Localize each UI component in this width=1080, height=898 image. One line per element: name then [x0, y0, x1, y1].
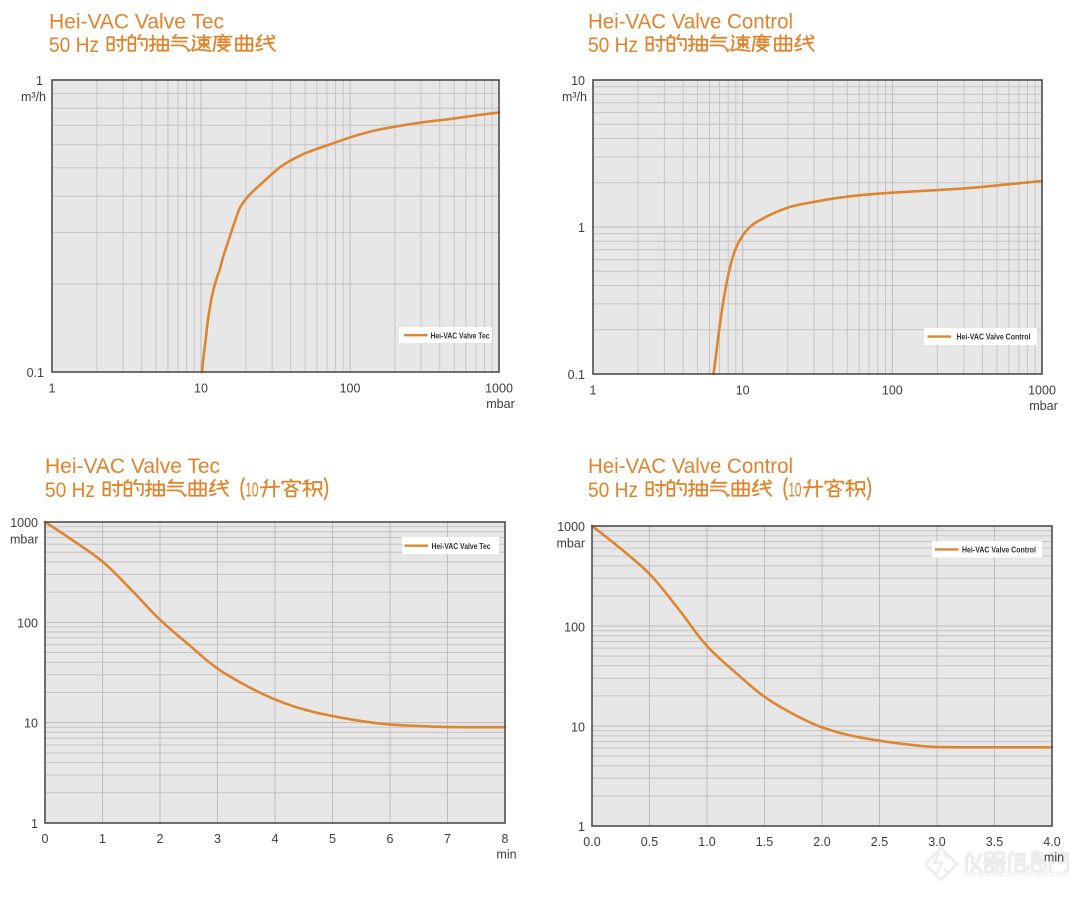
- svg-text:1000: 1000: [485, 382, 513, 396]
- svg-text:1000: 1000: [1028, 384, 1056, 398]
- svg-text:www.instrument.com.cn: www.instrument.com.cn: [962, 869, 1067, 880]
- svg-text:Hei-VAC Valve Tec: Hei-VAC Valve Tec: [432, 541, 491, 551]
- svg-text:1: 1: [578, 221, 585, 235]
- svg-text:1: 1: [36, 74, 43, 88]
- svg-text:Hei-VAC Valve Control: Hei-VAC Valve Control: [588, 455, 793, 478]
- svg-text:mbar: mbar: [557, 537, 585, 551]
- svg-text:2: 2: [157, 832, 164, 846]
- svg-text:0.1: 0.1: [27, 366, 44, 380]
- svg-text:50 Hz: 50 Hz: [45, 479, 95, 502]
- svg-text:50 Hz: 50 Hz: [49, 34, 99, 57]
- svg-text:8: 8: [502, 832, 509, 846]
- svg-text:1000: 1000: [557, 520, 585, 534]
- svg-text:10: 10: [24, 717, 38, 731]
- svg-text:50 Hz: 50 Hz: [588, 479, 638, 502]
- svg-text:3: 3: [214, 832, 221, 846]
- svg-text:1: 1: [578, 820, 585, 834]
- svg-text:10: 10: [736, 384, 750, 398]
- svg-text:mbar: mbar: [1029, 399, 1057, 413]
- svg-text:Hei-VAC Valve Control: Hei-VAC Valve Control: [962, 545, 1036, 555]
- svg-text:1: 1: [49, 382, 56, 396]
- svg-text:100: 100: [564, 620, 585, 634]
- svg-text:Hei-VAC Valve Control: Hei-VAC Valve Control: [588, 11, 793, 34]
- svg-text:6: 6: [387, 832, 394, 846]
- svg-text:2.0: 2.0: [813, 835, 830, 849]
- svg-text:50 Hz: 50 Hz: [588, 34, 638, 57]
- svg-text:100: 100: [340, 382, 361, 396]
- svg-text:1.5: 1.5: [756, 835, 773, 849]
- svg-text:0.1: 0.1: [568, 368, 585, 382]
- svg-text:10: 10: [788, 480, 801, 502]
- svg-text:m³/h: m³/h: [21, 90, 46, 104]
- svg-text:0: 0: [42, 832, 49, 846]
- svg-text:10: 10: [194, 382, 208, 396]
- svg-text:Hei-VAC Valve Tec: Hei-VAC Valve Tec: [45, 455, 220, 478]
- svg-text:min: min: [1044, 851, 1064, 865]
- svg-text:1.0: 1.0: [698, 835, 715, 849]
- svg-text:Hei-VAC Valve Tec: Hei-VAC Valve Tec: [49, 11, 224, 34]
- svg-text:3.5: 3.5: [986, 835, 1003, 849]
- svg-text:1: 1: [31, 817, 38, 831]
- svg-text:10: 10: [571, 721, 585, 735]
- svg-text:mbar: mbar: [10, 533, 38, 547]
- svg-text:4: 4: [272, 832, 279, 846]
- svg-text:2.5: 2.5: [871, 835, 888, 849]
- svg-text:7: 7: [444, 832, 451, 846]
- svg-text:0.0: 0.0: [583, 835, 600, 849]
- svg-text:min: min: [496, 848, 516, 862]
- svg-text:10: 10: [245, 480, 258, 502]
- svg-text:100: 100: [882, 384, 903, 398]
- svg-text:10: 10: [571, 74, 585, 88]
- svg-text:5: 5: [329, 832, 336, 846]
- svg-text:0.5: 0.5: [641, 835, 658, 849]
- svg-text:Hei-VAC Valve Tec: Hei-VAC Valve Tec: [431, 330, 490, 340]
- svg-text:1: 1: [590, 384, 597, 398]
- svg-text:1000: 1000: [10, 516, 38, 530]
- svg-text:4.0: 4.0: [1043, 835, 1060, 849]
- svg-text:3.0: 3.0: [928, 835, 945, 849]
- svg-text:mbar: mbar: [486, 397, 514, 411]
- svg-text:100: 100: [17, 616, 38, 630]
- svg-text:1: 1: [99, 832, 106, 846]
- svg-text:Hei-VAC Valve Control: Hei-VAC Valve Control: [957, 332, 1031, 342]
- svg-text:m³/h: m³/h: [562, 90, 587, 104]
